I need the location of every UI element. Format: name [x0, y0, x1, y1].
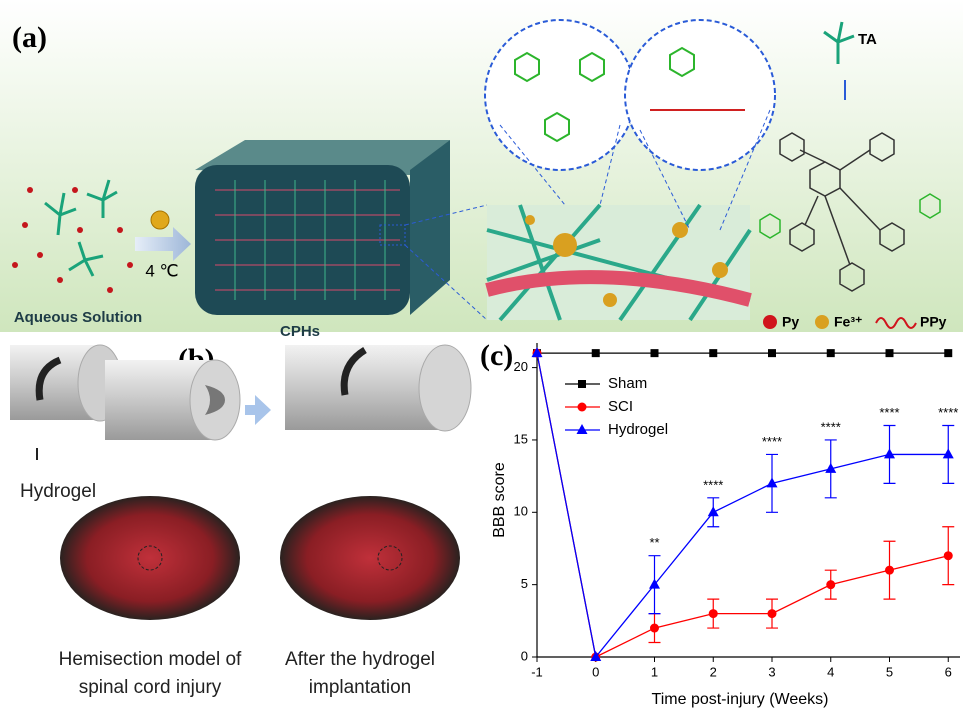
data-point — [826, 580, 835, 589]
panel-label: (a) — [12, 21, 47, 54]
fe-ion — [151, 211, 169, 229]
legend-text: SCI — [608, 398, 633, 415]
x-tick-label: -1 — [531, 664, 543, 679]
series-line — [537, 353, 948, 657]
caption: After the hydrogel — [285, 649, 435, 670]
legend-marker — [578, 403, 587, 412]
data-point — [886, 349, 894, 357]
x-tick-label: 3 — [768, 664, 775, 679]
ta-label: TA — [858, 31, 877, 48]
significance: **** — [879, 405, 899, 420]
series-line — [537, 353, 948, 657]
legend-marker — [577, 424, 588, 434]
y-tick-label: 5 — [521, 576, 528, 591]
data-point — [827, 349, 835, 357]
legend-text: Hydrogel — [608, 421, 668, 438]
significance: **** — [703, 477, 723, 492]
figure: (a) 4 ℃ CPHs TA Py Fe³⁺ PPy Aqueous Solu… — [0, 0, 963, 713]
x-tick-label: 2 — [710, 664, 717, 679]
x-tick-label: 6 — [945, 664, 952, 679]
x-axis-title: Time post-injury (Weeks) — [652, 691, 829, 708]
temperature: 4 ℃ — [145, 261, 178, 280]
data-point — [944, 349, 952, 357]
significance: **** — [821, 419, 841, 434]
legend-text: Sham — [608, 375, 647, 392]
cylinder-face — [419, 345, 471, 431]
y-tick-label: 15 — [514, 431, 528, 446]
data-point — [768, 349, 776, 357]
data-point — [944, 551, 953, 560]
arrow — [245, 395, 271, 425]
x-tick-label: 1 — [651, 664, 658, 679]
hydrogel-label: Hydrogel — [20, 481, 96, 502]
data-point — [651, 349, 659, 357]
axes — [537, 343, 960, 657]
y-tick-label: 10 — [514, 504, 528, 519]
legend-text: Py — [782, 314, 799, 330]
legend-marker — [578, 380, 586, 388]
data-point — [709, 609, 718, 618]
panel-label: (c) — [480, 339, 513, 372]
data-point — [885, 566, 894, 575]
caption: Hemisection model of — [59, 649, 242, 670]
data-point — [884, 448, 895, 458]
data-point — [708, 506, 719, 516]
y-axis-title: BBB score — [491, 462, 508, 538]
zoom-circle — [625, 20, 775, 170]
legend-text: PPy — [920, 314, 947, 330]
zoom-circle — [485, 20, 635, 170]
data-point — [650, 624, 659, 633]
legend-text: Fe³⁺ — [834, 314, 862, 330]
legend-a: Py Fe³⁺ PPy — [763, 314, 947, 330]
x-tick-label: 0 — [592, 664, 599, 679]
significance: **** — [938, 405, 958, 420]
data-point — [709, 349, 717, 357]
photo — [60, 496, 240, 620]
data-point — [592, 349, 600, 357]
aqueous-label: Aqueous Solution — [14, 309, 142, 326]
caption: spinal cord injury — [79, 677, 222, 698]
cphs-label: CPHs — [280, 323, 320, 340]
panel-a: (a) 4 ℃ CPHs TA Py Fe³⁺ PPy Aqueous Solu… — [0, 0, 963, 340]
data-point — [943, 448, 954, 458]
data-point — [768, 609, 777, 618]
panel-c: (c) Time post-injury (Weeks) BBB score -… — [480, 339, 960, 708]
panel-b: (b) Hydrogel Hemisection model of spinal… — [10, 343, 471, 698]
x-tick-label: 5 — [886, 664, 893, 679]
caption: implantation — [309, 677, 411, 698]
significance: ** — [649, 535, 659, 550]
y-tick-label: 20 — [514, 359, 528, 374]
photo — [280, 496, 460, 620]
y-tick-label: 0 — [521, 648, 528, 663]
x-tick-label: 4 — [827, 664, 834, 679]
significance: **** — [762, 434, 782, 449]
